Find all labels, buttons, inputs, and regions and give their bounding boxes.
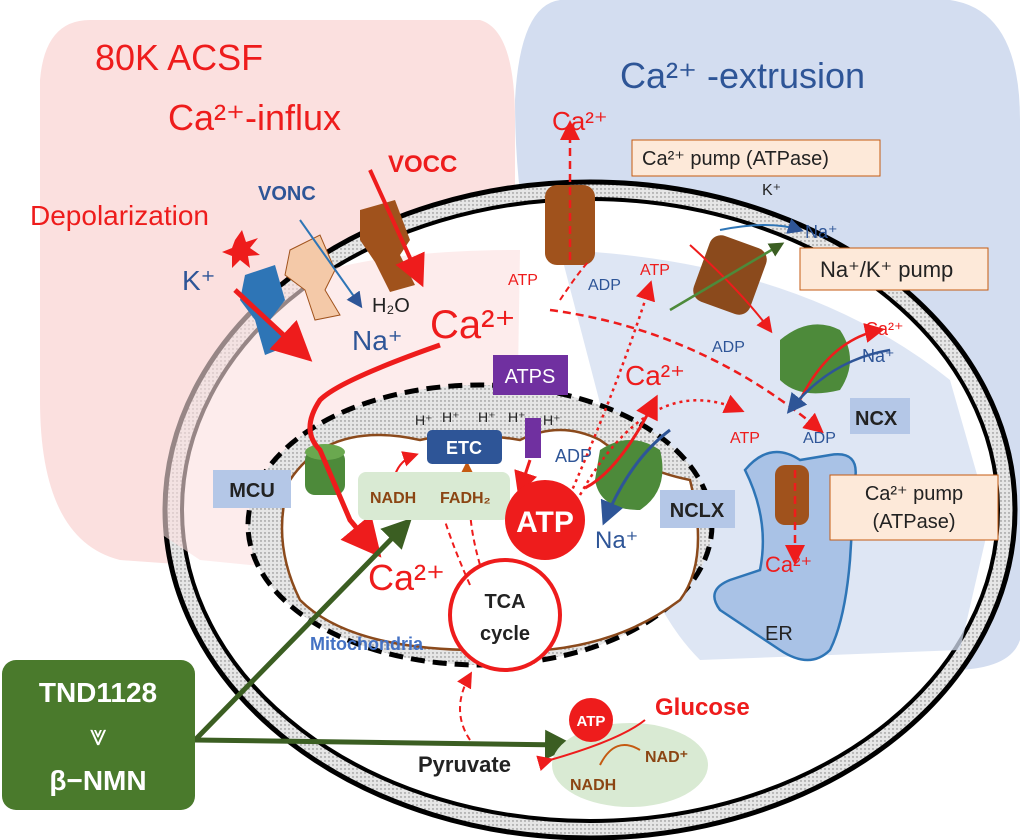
adp-pump2-label: ADP xyxy=(712,339,745,356)
ca-pump-top-label: Ca²⁺ pump (ATPase) xyxy=(642,148,829,170)
k-plus-pump-label: K⁺ xyxy=(762,182,781,199)
na-nclx-label: Na⁺ xyxy=(595,527,638,554)
atp-glycolysis-label: ATP xyxy=(577,713,606,730)
vocc-label: VOCC xyxy=(388,151,457,178)
ca-mito-out-label: Ca²⁺ xyxy=(625,360,685,391)
nadh-label: NADH xyxy=(370,490,416,507)
nak-pump-callout xyxy=(799,247,989,291)
na-ncx-label: Na⁺ xyxy=(862,346,895,366)
ca-ncx-label: Ca²⁺ xyxy=(865,319,904,339)
tnd1128-label: TND1128 xyxy=(39,677,157,708)
etc-label: ETC xyxy=(446,438,482,458)
adp-pump1-label: ADP xyxy=(588,277,621,294)
k-plus-label: K⁺ xyxy=(182,265,215,296)
h-plus-1: H⁺ xyxy=(415,412,433,428)
pyruvate-label: Pyruvate xyxy=(418,752,511,777)
ca-matrix-label: Ca²⁺ xyxy=(368,557,445,598)
glucose-label: Glucose xyxy=(655,694,750,721)
adp-er-label: ADP xyxy=(803,430,836,447)
er-label: ER xyxy=(765,623,793,645)
mcu-box xyxy=(213,470,291,508)
drug-box: TND1128 ⩔ β−NMN xyxy=(2,660,195,810)
extrusion-title: Ca²⁺ -extrusion xyxy=(620,55,865,96)
beta-nmn-label: β−NMN xyxy=(49,765,146,796)
nadh-glycolysis-label: NADH xyxy=(570,777,616,794)
atp-pump1-label: ATP xyxy=(508,272,538,289)
h-plus-5: H⁺ xyxy=(543,412,561,428)
adp-atps-label: ADP xyxy=(555,446,592,466)
ca-top-label: Ca²⁺ xyxy=(552,106,608,136)
ncx-label: NCX xyxy=(855,408,898,430)
nad-plus-label: NAD⁺ xyxy=(645,749,688,766)
na-plus-left-label: Na⁺ xyxy=(352,325,403,356)
h-plus-2: H⁺ xyxy=(442,409,460,425)
atps-label: ATPS xyxy=(505,366,556,388)
na-plus-pump-label: Na⁺ xyxy=(805,222,838,242)
atp-glycolysis-circle xyxy=(569,698,613,742)
atp-big-label: ATP xyxy=(516,506,574,539)
vonc-label: VONC xyxy=(258,183,316,205)
ca-pump-er-label-1: Ca²⁺ pump xyxy=(865,483,963,505)
h-plus-3: H⁺ xyxy=(478,409,496,425)
h2o-label: H₂O xyxy=(372,295,410,317)
implies-arrow-icon: ⩔ xyxy=(90,719,107,752)
etc-box xyxy=(427,430,502,464)
ca-pump-top xyxy=(545,185,595,265)
atp-pump2-label: ATP xyxy=(640,262,670,279)
tca-cycle xyxy=(448,558,562,672)
nclx-box xyxy=(660,490,735,528)
glycolysis-ellipse xyxy=(552,723,708,807)
ca-er-label: Ca²⁺ xyxy=(765,552,812,577)
ca-pump-er-label-2: (ATPase) xyxy=(873,511,956,533)
depolarization-label: Depolarization xyxy=(30,200,209,231)
atp-er-label: ATP xyxy=(730,430,760,447)
ca-pump-er xyxy=(775,465,809,525)
nadh-fadh2-box xyxy=(358,472,510,520)
nclx-label: NCLX xyxy=(670,500,725,522)
depolarization-burst-icon xyxy=(222,230,260,268)
ca-pump-callout xyxy=(631,139,881,177)
atps-stalk xyxy=(525,418,541,458)
tca-label-2: cycle xyxy=(480,623,530,645)
ca-center-label: Ca²⁺ xyxy=(430,303,516,347)
influx-subtitle: Ca²⁺-influx xyxy=(168,97,341,138)
influx-title: 80K ACSF xyxy=(95,37,263,78)
ncx-box xyxy=(850,398,910,434)
mcu-label: MCU xyxy=(229,480,275,502)
er-pump-callout xyxy=(829,474,999,541)
h-plus-4: H⁺ xyxy=(508,409,526,425)
tca-label-1: TCA xyxy=(484,591,525,613)
mcu-channel xyxy=(305,444,345,495)
ncx-exchanger xyxy=(780,324,850,394)
atp-big-circle xyxy=(505,480,585,560)
atps-box xyxy=(493,355,568,395)
mitochondria-label: Mitochondria xyxy=(310,634,424,654)
nak-pump-label: Na⁺/K⁺ pump xyxy=(820,257,953,282)
fadh2-label: FADH₂ xyxy=(440,490,491,507)
flux-arrows xyxy=(193,120,891,760)
